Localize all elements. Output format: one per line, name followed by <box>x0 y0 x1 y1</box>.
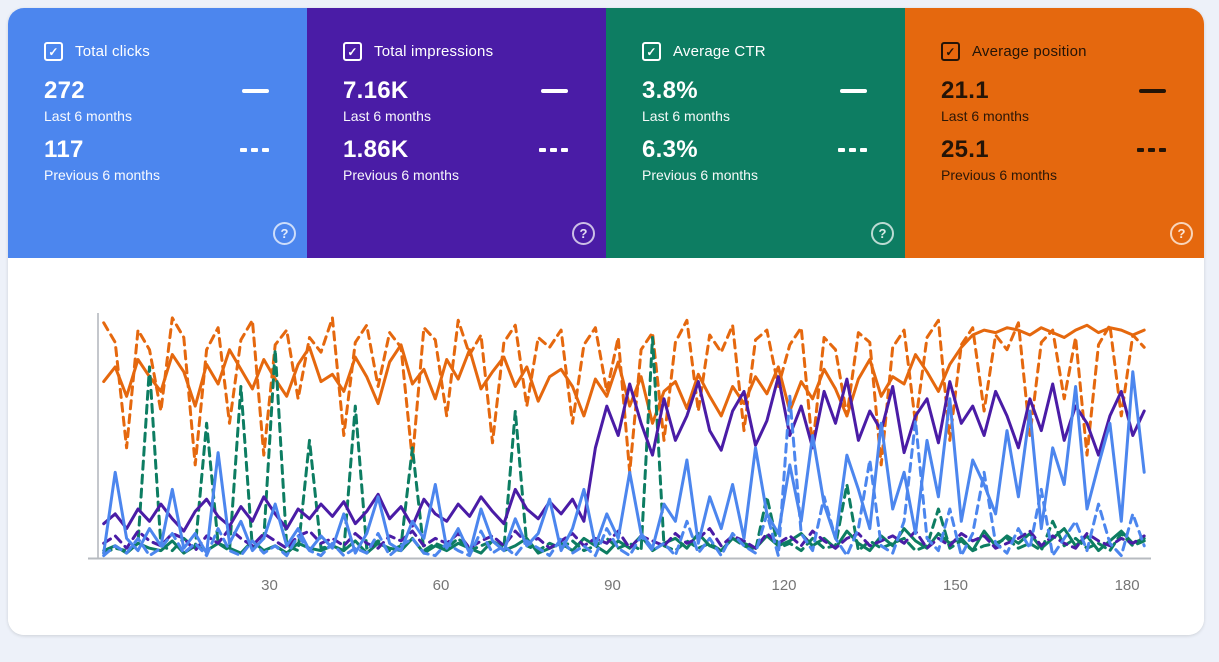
solid-line-legend-icon <box>840 89 867 93</box>
performance-panel: ✓ Total clicks 272 Last 6 months 117 Pre… <box>8 8 1204 635</box>
checkbox-average-ctr[interactable]: ✓ <box>642 42 661 61</box>
dashed-line-legend-icon <box>838 148 867 152</box>
solid-line-legend-icon <box>541 89 568 93</box>
help-icon[interactable]: ? <box>572 222 595 245</box>
x-axis-tick-label: 30 <box>261 577 278 594</box>
period-label-previous: Previous 6 months <box>941 167 1057 183</box>
period-label-previous: Previous 6 months <box>343 167 459 183</box>
card-total-clicks[interactable]: ✓ Total clicks 272 Last 6 months 117 Pre… <box>8 8 307 258</box>
x-axis-tick-label: 180 <box>1115 577 1140 594</box>
value-last: 21.1 <box>941 77 989 104</box>
card-total-impressions[interactable]: ✓ Total impressions 7.16K Last 6 months … <box>307 8 606 258</box>
period-label-last: Last 6 months <box>642 108 730 124</box>
chart-series <box>102 316 1146 558</box>
x-axis-tick-label: 120 <box>771 577 796 594</box>
performance-chart[interactable]: 30 60 90 120 150 180 <box>8 258 1204 635</box>
dashed-line-legend-icon <box>1137 148 1166 152</box>
card-total-clicks-title: ✓ Total clicks <box>44 42 307 61</box>
metric-cards-row: ✓ Total clicks 272 Last 6 months 117 Pre… <box>8 8 1204 258</box>
help-icon[interactable]: ? <box>1170 222 1193 245</box>
period-label-last: Last 6 months <box>44 108 132 124</box>
checkbox-total-impressions[interactable]: ✓ <box>343 42 362 61</box>
card-average-ctr[interactable]: ✓ Average CTR 3.8% Last 6 months 6.3% Pr… <box>606 8 905 258</box>
period-label-last: Last 6 months <box>343 108 431 124</box>
checkbox-total-clicks[interactable]: ✓ <box>44 42 63 61</box>
dashed-line-legend-icon <box>240 148 269 152</box>
card-average-position-title: ✓ Average position <box>941 42 1204 61</box>
series-line-position-previous <box>102 316 1146 474</box>
value-last: 3.8% <box>642 77 698 104</box>
card-average-position[interactable]: ✓ Average position 21.1 Last 6 months 25… <box>905 8 1204 258</box>
period-label-previous: Previous 6 months <box>642 167 758 183</box>
x-axis-tick-label: 60 <box>433 577 450 594</box>
help-icon[interactable]: ? <box>871 222 894 245</box>
card-total-impressions-title: ✓ Total impressions <box>343 42 606 61</box>
performance-chart-region: 30 60 90 120 150 180 <box>8 258 1204 635</box>
dashed-line-legend-icon <box>539 148 568 152</box>
series-line-clicks-previous <box>102 394 1146 558</box>
series-line-clicks-last <box>102 370 1146 555</box>
value-previous: 6.3% <box>642 136 698 163</box>
solid-line-legend-icon <box>242 89 269 93</box>
checkbox-average-position[interactable]: ✓ <box>941 42 960 61</box>
value-last: 272 <box>44 77 85 104</box>
x-axis-tick-labels: 30 60 90 120 150 180 <box>261 577 1139 594</box>
period-label-previous: Previous 6 months <box>44 167 160 183</box>
card-label: Average position <box>972 43 1087 60</box>
card-label: Average CTR <box>673 43 766 60</box>
period-label-last: Last 6 months <box>941 108 1029 124</box>
value-last: 7.16K <box>343 77 409 104</box>
card-label: Total clicks <box>75 43 150 60</box>
card-average-ctr-title: ✓ Average CTR <box>642 42 905 61</box>
value-previous: 1.86K <box>343 136 409 163</box>
x-axis-tick-label: 150 <box>943 577 968 594</box>
card-label: Total impressions <box>374 43 494 60</box>
solid-line-legend-icon <box>1139 89 1166 93</box>
help-icon[interactable]: ? <box>273 222 296 245</box>
x-axis-tick-label: 90 <box>604 577 621 594</box>
value-previous: 117 <box>44 136 84 163</box>
value-previous: 25.1 <box>941 136 989 163</box>
